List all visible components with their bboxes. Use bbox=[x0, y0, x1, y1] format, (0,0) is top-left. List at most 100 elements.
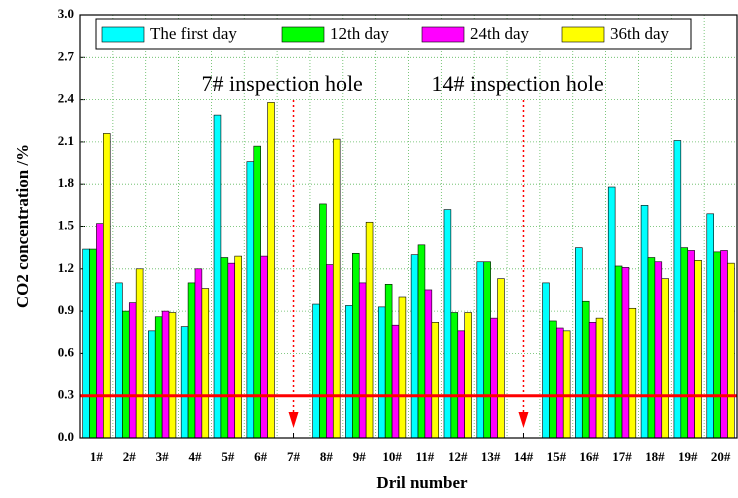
bar bbox=[706, 213, 714, 439]
bar bbox=[227, 262, 236, 439]
bar bbox=[234, 255, 242, 439]
bar bbox=[312, 303, 320, 439]
bar bbox=[431, 322, 440, 439]
bar bbox=[82, 248, 90, 439]
bar bbox=[628, 307, 637, 439]
bar bbox=[103, 133, 111, 439]
bar bbox=[115, 282, 123, 439]
bar bbox=[647, 257, 656, 439]
x-tick-label: 6# bbox=[254, 449, 268, 464]
y-tick-label: 0.0 bbox=[58, 429, 74, 444]
legend-label: The first day bbox=[150, 24, 237, 43]
bar bbox=[542, 282, 550, 439]
x-tick-label: 2# bbox=[123, 449, 137, 464]
bar bbox=[661, 278, 669, 439]
y-tick-label: 0.3 bbox=[58, 387, 75, 402]
bar bbox=[148, 330, 156, 439]
annotation: 14# inspection hole bbox=[431, 71, 603, 96]
x-tick-label: 12# bbox=[448, 449, 468, 464]
y-tick-label: 1.8 bbox=[58, 175, 75, 190]
bar bbox=[377, 306, 386, 439]
y-tick-label: 2.4 bbox=[58, 91, 75, 106]
legend-swatch bbox=[421, 26, 465, 43]
bar bbox=[260, 255, 268, 439]
bar bbox=[417, 244, 426, 439]
x-tick-label: 20# bbox=[711, 449, 731, 464]
bar bbox=[562, 330, 571, 439]
x-tick-label: 10# bbox=[382, 449, 402, 464]
bar bbox=[220, 257, 229, 439]
bar bbox=[398, 296, 407, 439]
x-tick-label: 4# bbox=[188, 449, 202, 464]
x-tick-label: 1# bbox=[90, 449, 104, 464]
bar bbox=[122, 310, 130, 439]
bar bbox=[497, 278, 505, 439]
bar bbox=[607, 186, 616, 439]
x-tick-label: 3# bbox=[156, 449, 170, 464]
bar bbox=[654, 261, 663, 439]
bar bbox=[319, 203, 327, 439]
arrow-head bbox=[288, 412, 299, 428]
bar bbox=[680, 247, 689, 439]
bar bbox=[575, 247, 583, 439]
x-tick-label: 15# bbox=[547, 449, 567, 464]
y-tick-label: 3.0 bbox=[58, 6, 74, 21]
annotation: 7# inspection hole bbox=[202, 71, 363, 96]
x-tick-label: 11# bbox=[416, 449, 435, 464]
bar bbox=[128, 302, 137, 439]
y-tick-label: 0.9 bbox=[58, 302, 75, 317]
arrow-head bbox=[518, 412, 529, 428]
y-tick-label: 0.6 bbox=[58, 344, 75, 359]
bar bbox=[595, 317, 604, 439]
bar bbox=[450, 312, 459, 439]
bar bbox=[621, 267, 630, 439]
bar bbox=[410, 254, 419, 439]
y-tick-label: 1.2 bbox=[58, 260, 74, 275]
bar bbox=[267, 102, 275, 439]
bar bbox=[588, 322, 597, 439]
bar bbox=[213, 114, 222, 439]
legend-swatch bbox=[101, 26, 145, 43]
bar bbox=[135, 268, 144, 439]
x-tick-label: 16# bbox=[579, 449, 599, 464]
bar bbox=[424, 289, 433, 439]
x-tick-label: 7# bbox=[287, 449, 301, 464]
x-tick-label: 13# bbox=[481, 449, 501, 464]
x-tick-label: 19# bbox=[678, 449, 698, 464]
x-tick-label: 9# bbox=[353, 449, 367, 464]
legend-label: 12th day bbox=[330, 24, 390, 43]
bar bbox=[365, 221, 374, 439]
x-tick-label: 14# bbox=[514, 449, 534, 464]
bar bbox=[727, 262, 735, 439]
legend-swatch bbox=[561, 26, 605, 43]
bar bbox=[391, 324, 400, 439]
bar bbox=[180, 326, 189, 439]
bar bbox=[687, 250, 695, 439]
bar bbox=[168, 312, 177, 439]
y-axis-label: CO2 concentration /% bbox=[13, 144, 32, 308]
bar bbox=[194, 268, 203, 439]
bar bbox=[720, 250, 728, 439]
bar bbox=[476, 261, 485, 439]
bar bbox=[614, 265, 623, 439]
bar bbox=[187, 282, 196, 439]
bar bbox=[332, 138, 341, 439]
x-tick-label: 5# bbox=[221, 449, 235, 464]
bar bbox=[483, 261, 491, 439]
bar bbox=[352, 252, 360, 439]
bar bbox=[345, 305, 353, 439]
bar bbox=[673, 140, 682, 439]
bar bbox=[694, 260, 702, 439]
y-tick-label: 2.7 bbox=[58, 48, 75, 63]
bar bbox=[464, 312, 472, 439]
legend-swatch bbox=[281, 26, 325, 43]
x-tick-label: 17# bbox=[612, 449, 632, 464]
x-tick-label: 18# bbox=[645, 449, 665, 464]
bar bbox=[96, 223, 104, 439]
bar bbox=[358, 282, 367, 439]
bar bbox=[457, 330, 465, 439]
bar bbox=[581, 300, 590, 439]
bar bbox=[384, 284, 393, 439]
x-tick-label: 8# bbox=[320, 449, 334, 464]
